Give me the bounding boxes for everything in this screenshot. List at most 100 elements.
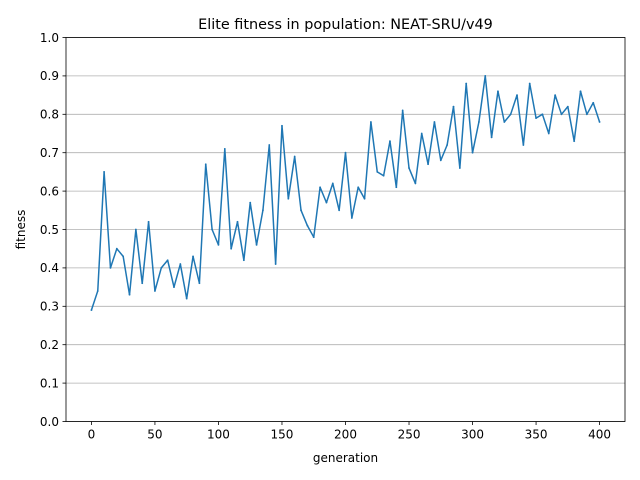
y-tick-label: 1.0 xyxy=(40,31,59,45)
data-point xyxy=(173,286,175,288)
x-tick-label: 0 xyxy=(88,428,96,442)
data-point xyxy=(166,259,169,262)
data-point xyxy=(420,132,423,135)
data-point xyxy=(471,151,474,154)
data-point xyxy=(331,182,334,185)
data-point xyxy=(147,220,150,223)
data-point xyxy=(376,171,379,173)
x-tick-label: 300 xyxy=(461,428,484,442)
data-point xyxy=(363,197,366,200)
data-point xyxy=(560,113,563,116)
data-point xyxy=(439,159,442,162)
data-point xyxy=(198,282,201,285)
x-tick-label: 250 xyxy=(398,428,421,442)
data-point xyxy=(566,105,569,108)
data-point xyxy=(262,209,264,212)
data-point xyxy=(179,263,182,265)
series-layer xyxy=(90,75,601,312)
data-point xyxy=(541,113,544,116)
data-point xyxy=(268,144,271,146)
data-point xyxy=(236,220,239,223)
data-point xyxy=(319,186,321,189)
data-point xyxy=(598,121,601,123)
data-point xyxy=(585,113,588,116)
data-point xyxy=(389,140,391,143)
data-point xyxy=(408,167,410,169)
x-tick-label: 200 xyxy=(334,428,357,442)
data-point xyxy=(185,297,188,300)
data-point xyxy=(370,121,372,123)
data-point xyxy=(414,182,417,185)
data-point xyxy=(122,255,125,258)
data-point xyxy=(427,163,429,166)
data-point xyxy=(90,309,93,312)
data-point xyxy=(395,186,398,189)
data-point xyxy=(160,267,163,269)
tick-layer: 0.0 0.1 0.2 0.3 0.4 0.5 0.6 0.7 0.8 0.9 1.0 0 50 100 1… xyxy=(40,31,611,442)
data-point xyxy=(350,217,353,219)
data-point xyxy=(115,247,118,250)
y-tick-label: 0.4 xyxy=(40,261,59,275)
data-point xyxy=(211,228,214,231)
data-point xyxy=(287,197,290,200)
data-point xyxy=(192,255,194,258)
data-point xyxy=(490,136,493,139)
data-point xyxy=(141,282,144,285)
data-point xyxy=(458,167,461,169)
y-tick-label: 0.5 xyxy=(40,223,59,237)
x-tick-label: 100 xyxy=(207,428,230,442)
y-tick-label: 0.7 xyxy=(40,146,59,160)
data-point xyxy=(554,94,557,96)
x-tick-label: 150 xyxy=(271,428,294,442)
data-point xyxy=(274,263,277,265)
y-tick-label: 0.3 xyxy=(40,300,59,314)
data-point xyxy=(230,247,233,250)
y-tick-label: 0.0 xyxy=(40,415,59,429)
data-point xyxy=(223,147,226,150)
data-point xyxy=(579,90,582,93)
data-point xyxy=(306,224,309,227)
data-point xyxy=(293,155,296,158)
y-axis-label: fitness xyxy=(14,210,28,250)
x-axis-label: generation xyxy=(313,451,378,465)
data-point xyxy=(573,140,576,143)
y-tick-label: 0.8 xyxy=(40,108,59,122)
data-point xyxy=(300,209,302,212)
data-point xyxy=(497,90,499,93)
data-point xyxy=(433,121,436,123)
data-point xyxy=(103,171,106,173)
data-point xyxy=(522,144,525,146)
data-point xyxy=(446,144,449,146)
data-point xyxy=(592,101,595,104)
data-point xyxy=(96,290,99,292)
y-tick-label: 0.2 xyxy=(40,338,59,352)
data-point xyxy=(516,94,518,96)
data-point xyxy=(344,151,347,154)
data-point xyxy=(204,163,207,166)
data-point xyxy=(503,121,506,123)
data-point xyxy=(242,259,245,262)
data-point xyxy=(128,293,131,296)
data-point xyxy=(217,243,220,246)
data-point xyxy=(154,290,156,292)
data-point xyxy=(357,186,360,189)
x-tick-label: 50 xyxy=(147,428,162,442)
chart-title: Elite fitness in population: NEAT-SRU/v4… xyxy=(198,17,493,33)
data-point xyxy=(134,228,137,231)
data-point xyxy=(281,124,283,127)
data-point xyxy=(528,82,531,85)
data-point xyxy=(249,201,252,204)
x-tick-label: 400 xyxy=(588,428,611,442)
data-point xyxy=(535,117,537,120)
data-point xyxy=(109,267,112,269)
data-point xyxy=(338,209,341,212)
data-point xyxy=(401,109,404,112)
data-point xyxy=(478,121,480,123)
data-point xyxy=(547,132,550,135)
y-tick-label: 0.9 xyxy=(40,69,59,83)
data-point xyxy=(452,105,455,108)
data-point xyxy=(255,243,258,246)
data-point xyxy=(312,236,315,239)
